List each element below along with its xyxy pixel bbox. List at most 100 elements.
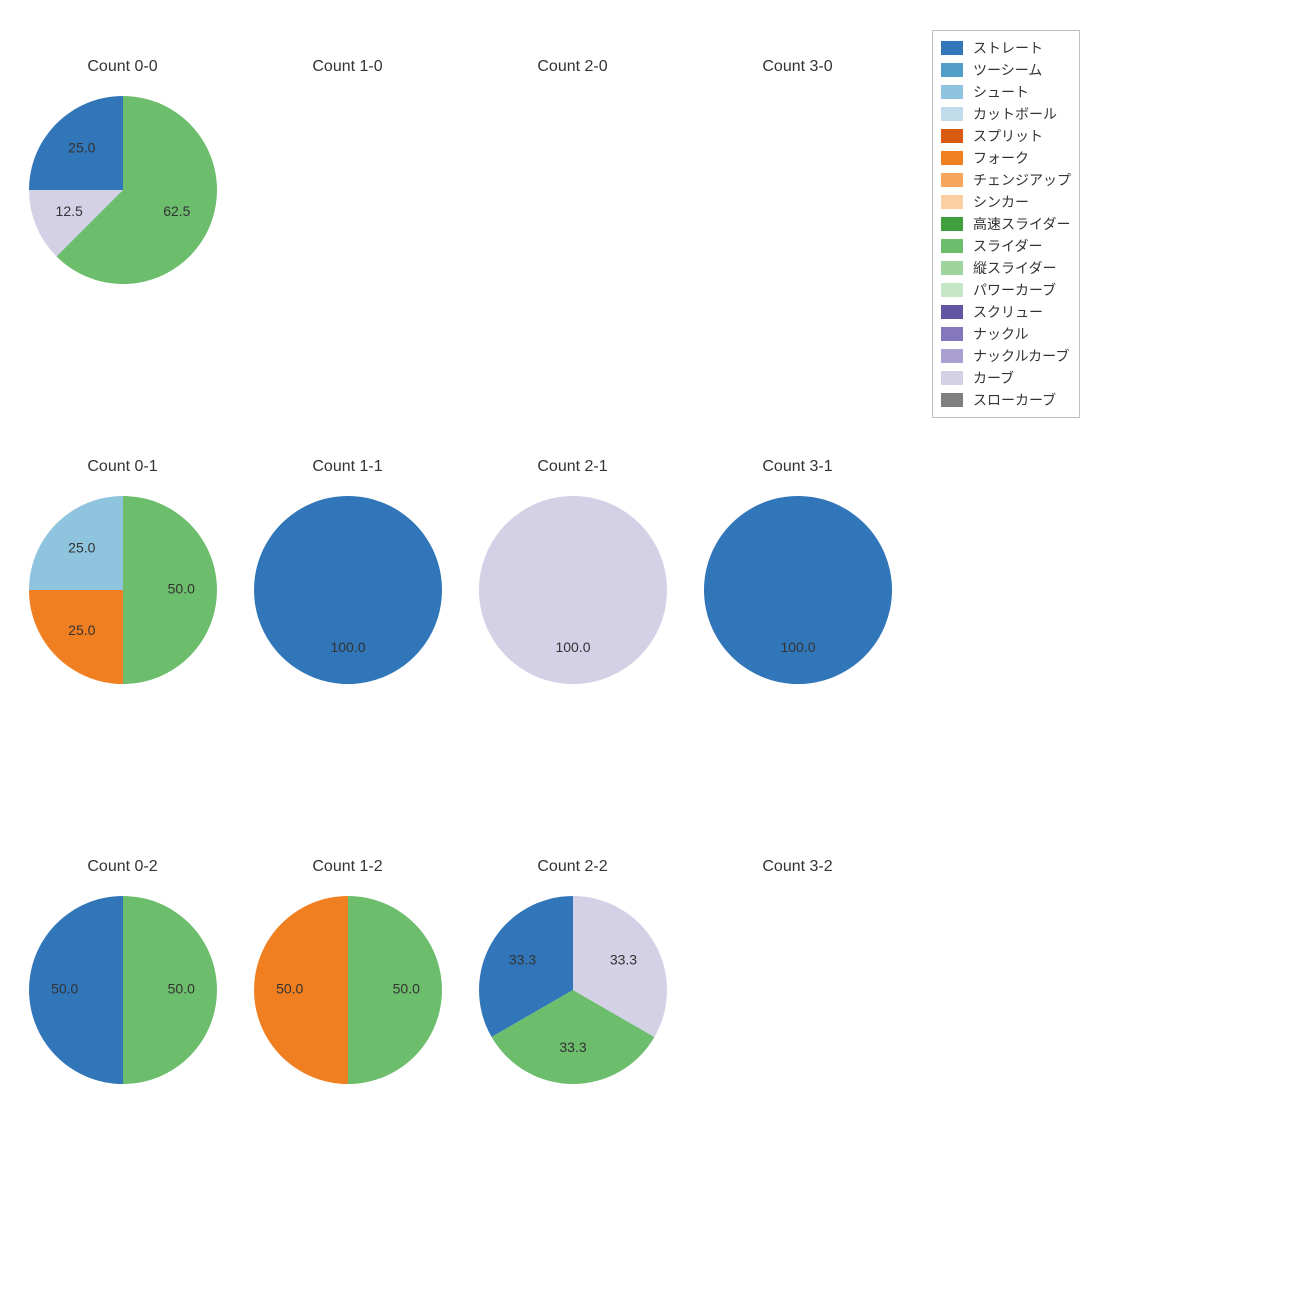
pie-slice-label: 33.3 (609, 952, 636, 968)
pie-grid: Count 0-025.012.562.5Count 1-0Count 2-0C… (0, 0, 900, 1200)
pie-chart (702, 894, 894, 1086)
pie-chart: 100.0 (252, 494, 444, 686)
pie-slice-label: 50.0 (392, 981, 419, 997)
legend-swatch (941, 85, 963, 99)
legend-label: カットボール (973, 104, 1057, 124)
pie-title: Count 0-1 (10, 458, 235, 476)
pie-title: Count 1-2 (235, 858, 460, 876)
legend-item: ストレート (941, 37, 1071, 59)
pie-chart: 50.0 50.0 (252, 894, 444, 1086)
legend-swatch (941, 239, 963, 253)
pie-cell: Count 3-0 (685, 10, 910, 410)
legend-label: ストレート (973, 38, 1043, 58)
pie-wrap: 100.0 (702, 494, 894, 686)
legend-label: スクリュー (973, 302, 1043, 322)
pie-cell: Count 2-1 100.0 (460, 410, 685, 810)
pie-title: Count 1-1 (235, 458, 460, 476)
legend-item: スクリュー (941, 301, 1071, 323)
pie-cell: Count 0-2 50.0 50.0 (10, 810, 235, 1210)
legend-item: パワーカーブ (941, 279, 1071, 301)
legend-swatch (941, 151, 963, 165)
legend-item: ツーシーム (941, 59, 1071, 81)
pie-chart: 33.333.333.3 (477, 894, 669, 1086)
legend-label: チェンジアップ (973, 170, 1071, 190)
pie-cell: Count 0-1 25.025.050.0 (10, 410, 235, 810)
legend-item: ナックルカーブ (941, 345, 1071, 367)
pie-title: Count 3-1 (685, 458, 910, 476)
pie-title: Count 3-2 (685, 858, 910, 876)
pie-chart (252, 94, 444, 286)
pie-wrap: 50.0 50.0 (27, 894, 219, 1086)
pie-title: Count 2-1 (460, 458, 685, 476)
pie-slice-label: 33.3 (559, 1039, 586, 1055)
pie-wrap: 100.0 (477, 494, 669, 686)
pie-cell: Count 2-0 (460, 10, 685, 410)
pie-cell: Count 1-0 (235, 10, 460, 410)
legend-swatch (941, 217, 963, 231)
legend-label: フォーク (973, 148, 1029, 168)
legend-swatch (941, 327, 963, 341)
pie-wrap: 25.0 12.5 62.5 (27, 94, 219, 286)
legend-swatch (941, 41, 963, 55)
pie-slice-label: 25.0 (68, 139, 95, 155)
legend-swatch (941, 63, 963, 77)
legend: ストレートツーシームシュートカットボールスプリットフォークチェンジアップシンカー… (932, 30, 1080, 418)
legend-swatch (941, 173, 963, 187)
legend-label: シュート (973, 82, 1029, 102)
legend-label: ナックル (973, 324, 1029, 344)
pie-slice-label: 100.0 (780, 639, 815, 655)
pie-cell: Count 2-233.333.333.3 (460, 810, 685, 1210)
pie-chart: 25.0 12.5 62.5 (27, 94, 219, 286)
pie-slice (479, 496, 667, 684)
pie-title: Count 0-0 (10, 58, 235, 76)
pie-slice-label: 50.0 (51, 981, 78, 997)
pie-chart: 100.0 (702, 494, 894, 686)
pie-title: Count 3-0 (685, 58, 910, 76)
legend-label: 縦スライダー (973, 258, 1056, 278)
legend-label: スライダー (973, 236, 1042, 256)
legend-item: スローカーブ (941, 389, 1071, 411)
pie-title: Count 2-2 (460, 858, 685, 876)
legend-swatch (941, 305, 963, 319)
pie-wrap: 100.0 (252, 494, 444, 686)
pie-slice (704, 496, 892, 684)
pie-slice (254, 496, 442, 684)
pie-chart: 25.025.050.0 (27, 494, 219, 686)
pie-title: Count 0-2 (10, 858, 235, 876)
pie-wrap: 33.333.333.3 (477, 894, 669, 1086)
pie-wrap: 25.025.050.0 (27, 494, 219, 686)
legend-label: カーブ (973, 368, 1014, 388)
pie-wrap (477, 94, 669, 286)
legend-item: フォーク (941, 147, 1071, 169)
legend-swatch (941, 283, 963, 297)
pie-slice-label: 12.5 (55, 203, 82, 219)
legend-swatch (941, 107, 963, 121)
legend-item: 高速スライダー (941, 213, 1071, 235)
pie-cell: Count 3-2 (685, 810, 910, 1210)
legend-swatch (941, 371, 963, 385)
legend-item: スプリット (941, 125, 1071, 147)
pie-chart (477, 94, 669, 286)
legend-swatch (941, 393, 963, 407)
legend-item: スライダー (941, 235, 1071, 257)
legend-label: ナックルカーブ (973, 346, 1069, 366)
pie-slice-label: 50.0 (276, 981, 303, 997)
legend-swatch (941, 129, 963, 143)
pie-chart (702, 94, 894, 286)
pie-slice-label: 62.5 (163, 203, 190, 219)
legend-swatch (941, 261, 963, 275)
legend-label: パワーカーブ (973, 280, 1056, 300)
pie-chart: 100.0 (477, 494, 669, 686)
legend-label: スプリット (973, 126, 1043, 146)
legend-item: カーブ (941, 367, 1071, 389)
legend-item: チェンジアップ (941, 169, 1071, 191)
legend-label: シンカー (973, 192, 1029, 212)
pie-slice-label: 50.0 (167, 981, 194, 997)
pie-wrap (702, 94, 894, 286)
pie-slice-label: 25.0 (68, 539, 95, 555)
legend-label: スローカーブ (973, 390, 1056, 410)
pie-wrap: 50.0 50.0 (252, 894, 444, 1086)
legend-item: シュート (941, 81, 1071, 103)
pie-cell: Count 1-2 50.0 50.0 (235, 810, 460, 1210)
pie-chart: 50.0 50.0 (27, 894, 219, 1086)
